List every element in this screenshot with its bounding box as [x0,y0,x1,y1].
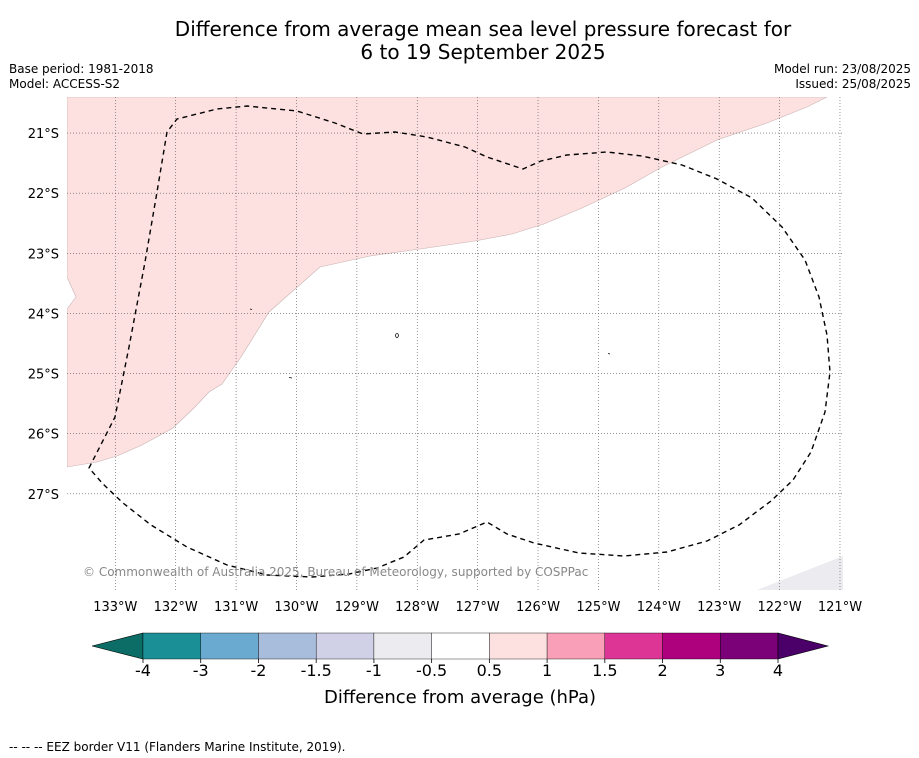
lat-tick-label-6: 27°S [28,488,59,503]
anomaly-region-0-5-to-1 [66,96,828,468]
colorbar-tick-label-6: 0.5 [477,661,502,680]
lon-tick-label-10: 123°W [697,600,741,615]
map-grid [67,97,843,590]
colorbar-tick-label-4: -1 [366,661,382,680]
colorbar-tick-label-2: -2 [250,661,266,680]
lon-tick-label-12: 121°W [818,600,862,615]
speck-1 [249,308,253,310]
lon-tick-label-1: 132°W [154,600,198,615]
speck-2 [395,333,399,338]
lon-tick-label-9: 124°W [637,600,681,615]
colorbar-tick-label-7: 1 [542,661,552,680]
colorbar-bin-1 [200,632,259,660]
colorbar-tick-label-9: 2 [657,661,667,680]
lon-tick-label-5: 128°W [395,600,439,615]
map-panel: © Commonwealth of Australia 2025, Bureau… [66,96,843,590]
chart-title: Difference from average mean sea level p… [0,18,919,64]
colorbar-tick-label-3: -1.5 [301,661,332,680]
lat-tick-label-5: 26°S [28,428,59,443]
colorbar-tick-label-10: 3 [715,661,725,680]
issued-label: Issued: 25/08/2025 [795,77,911,91]
colorbar-bin-6 [489,632,548,660]
lon-tick-label-7: 126°W [516,600,560,615]
colorbar-bin-10 [720,632,779,660]
colorbar-extend-high [777,632,830,660]
lat-tick-label-4: 25°S [28,368,59,383]
meta-right: Model run: 23/08/2025 Issued: 25/08/2025 [774,62,911,92]
lat-tick-label-3: 24°S [28,307,59,322]
title-line-1: Difference from average mean sea level p… [174,17,792,41]
longitude-labels: 133°W 132°W 131°W 130°W 129°W 128°W 127°W 126°W… [93,600,862,615]
colorbar-bin-4 [373,632,432,660]
colorbar-tick-label-1: -3 [193,661,209,680]
eez-footnote: -- -- -- EEZ border V11 (Flanders Marine… [9,740,346,754]
model-label: Model: ACCESS-S2 [9,77,121,91]
lat-tick-label-0: 21°S [28,127,59,142]
speck-3 [288,377,293,379]
title-line-2: 6 to 19 September 2025 [360,40,606,64]
lat-tick-label-2: 23°S [28,247,59,262]
lat-tick-label-1: 22°S [28,187,59,202]
eez-border [88,105,831,578]
lon-tick-label-3: 130°W [274,600,318,615]
lon-tick-label-6: 127°W [456,600,500,615]
colorbar-bin-8 [604,632,663,660]
colorbar-bin-0 [142,632,201,660]
colorbar-tick-label-5: -0.5 [416,661,447,680]
copyright-text: © Commonwealth of Australia 2025, Bureau… [83,565,588,579]
colorbar-tick-label-0: -4 [135,661,151,680]
lon-tick-label-11: 122°W [758,600,802,615]
colorbar-tick-label-11: 4 [773,661,783,680]
colorbar-label: Difference from average (hPa) [324,687,596,708]
map-specks [249,308,611,379]
colorbar-bin-2 [258,632,317,660]
lon-tick-label-8: 125°W [576,600,620,615]
anomaly-region-neg1-to-neg0-5 [757,556,843,590]
base-period-label: Base period: 1981-2018 [9,62,154,76]
lon-tick-label-2: 131°W [214,600,258,615]
model-run-label: Model run: 23/08/2025 [773,62,911,76]
colorbar-bin-7 [546,632,606,660]
colorbar-tick-label-8: 1.5 [592,661,617,680]
lon-tick-label-0: 133°W [93,600,137,615]
colorbar-extend-low [91,632,144,660]
colorbar-bin-5 [431,632,490,660]
colorbar-bin-9 [662,632,721,660]
speck-4 [607,353,611,355]
colorbar-bin-3 [315,632,375,660]
latitude-labels: 21°S 22°S 23°S 24°S 25°S 26°S 27°S [28,127,59,503]
meta-left: Base period: 1981-2018 Model: ACCESS-S2 [9,62,154,92]
map-svg: © Commonwealth of Australia 2025, Bureau… [66,96,843,590]
colorbar: -4 -3 -2 -1.5 -1 -0.5 0.5 1 1.5 2 3 4 [91,632,830,680]
lon-tick-label-4: 129°W [335,600,379,615]
